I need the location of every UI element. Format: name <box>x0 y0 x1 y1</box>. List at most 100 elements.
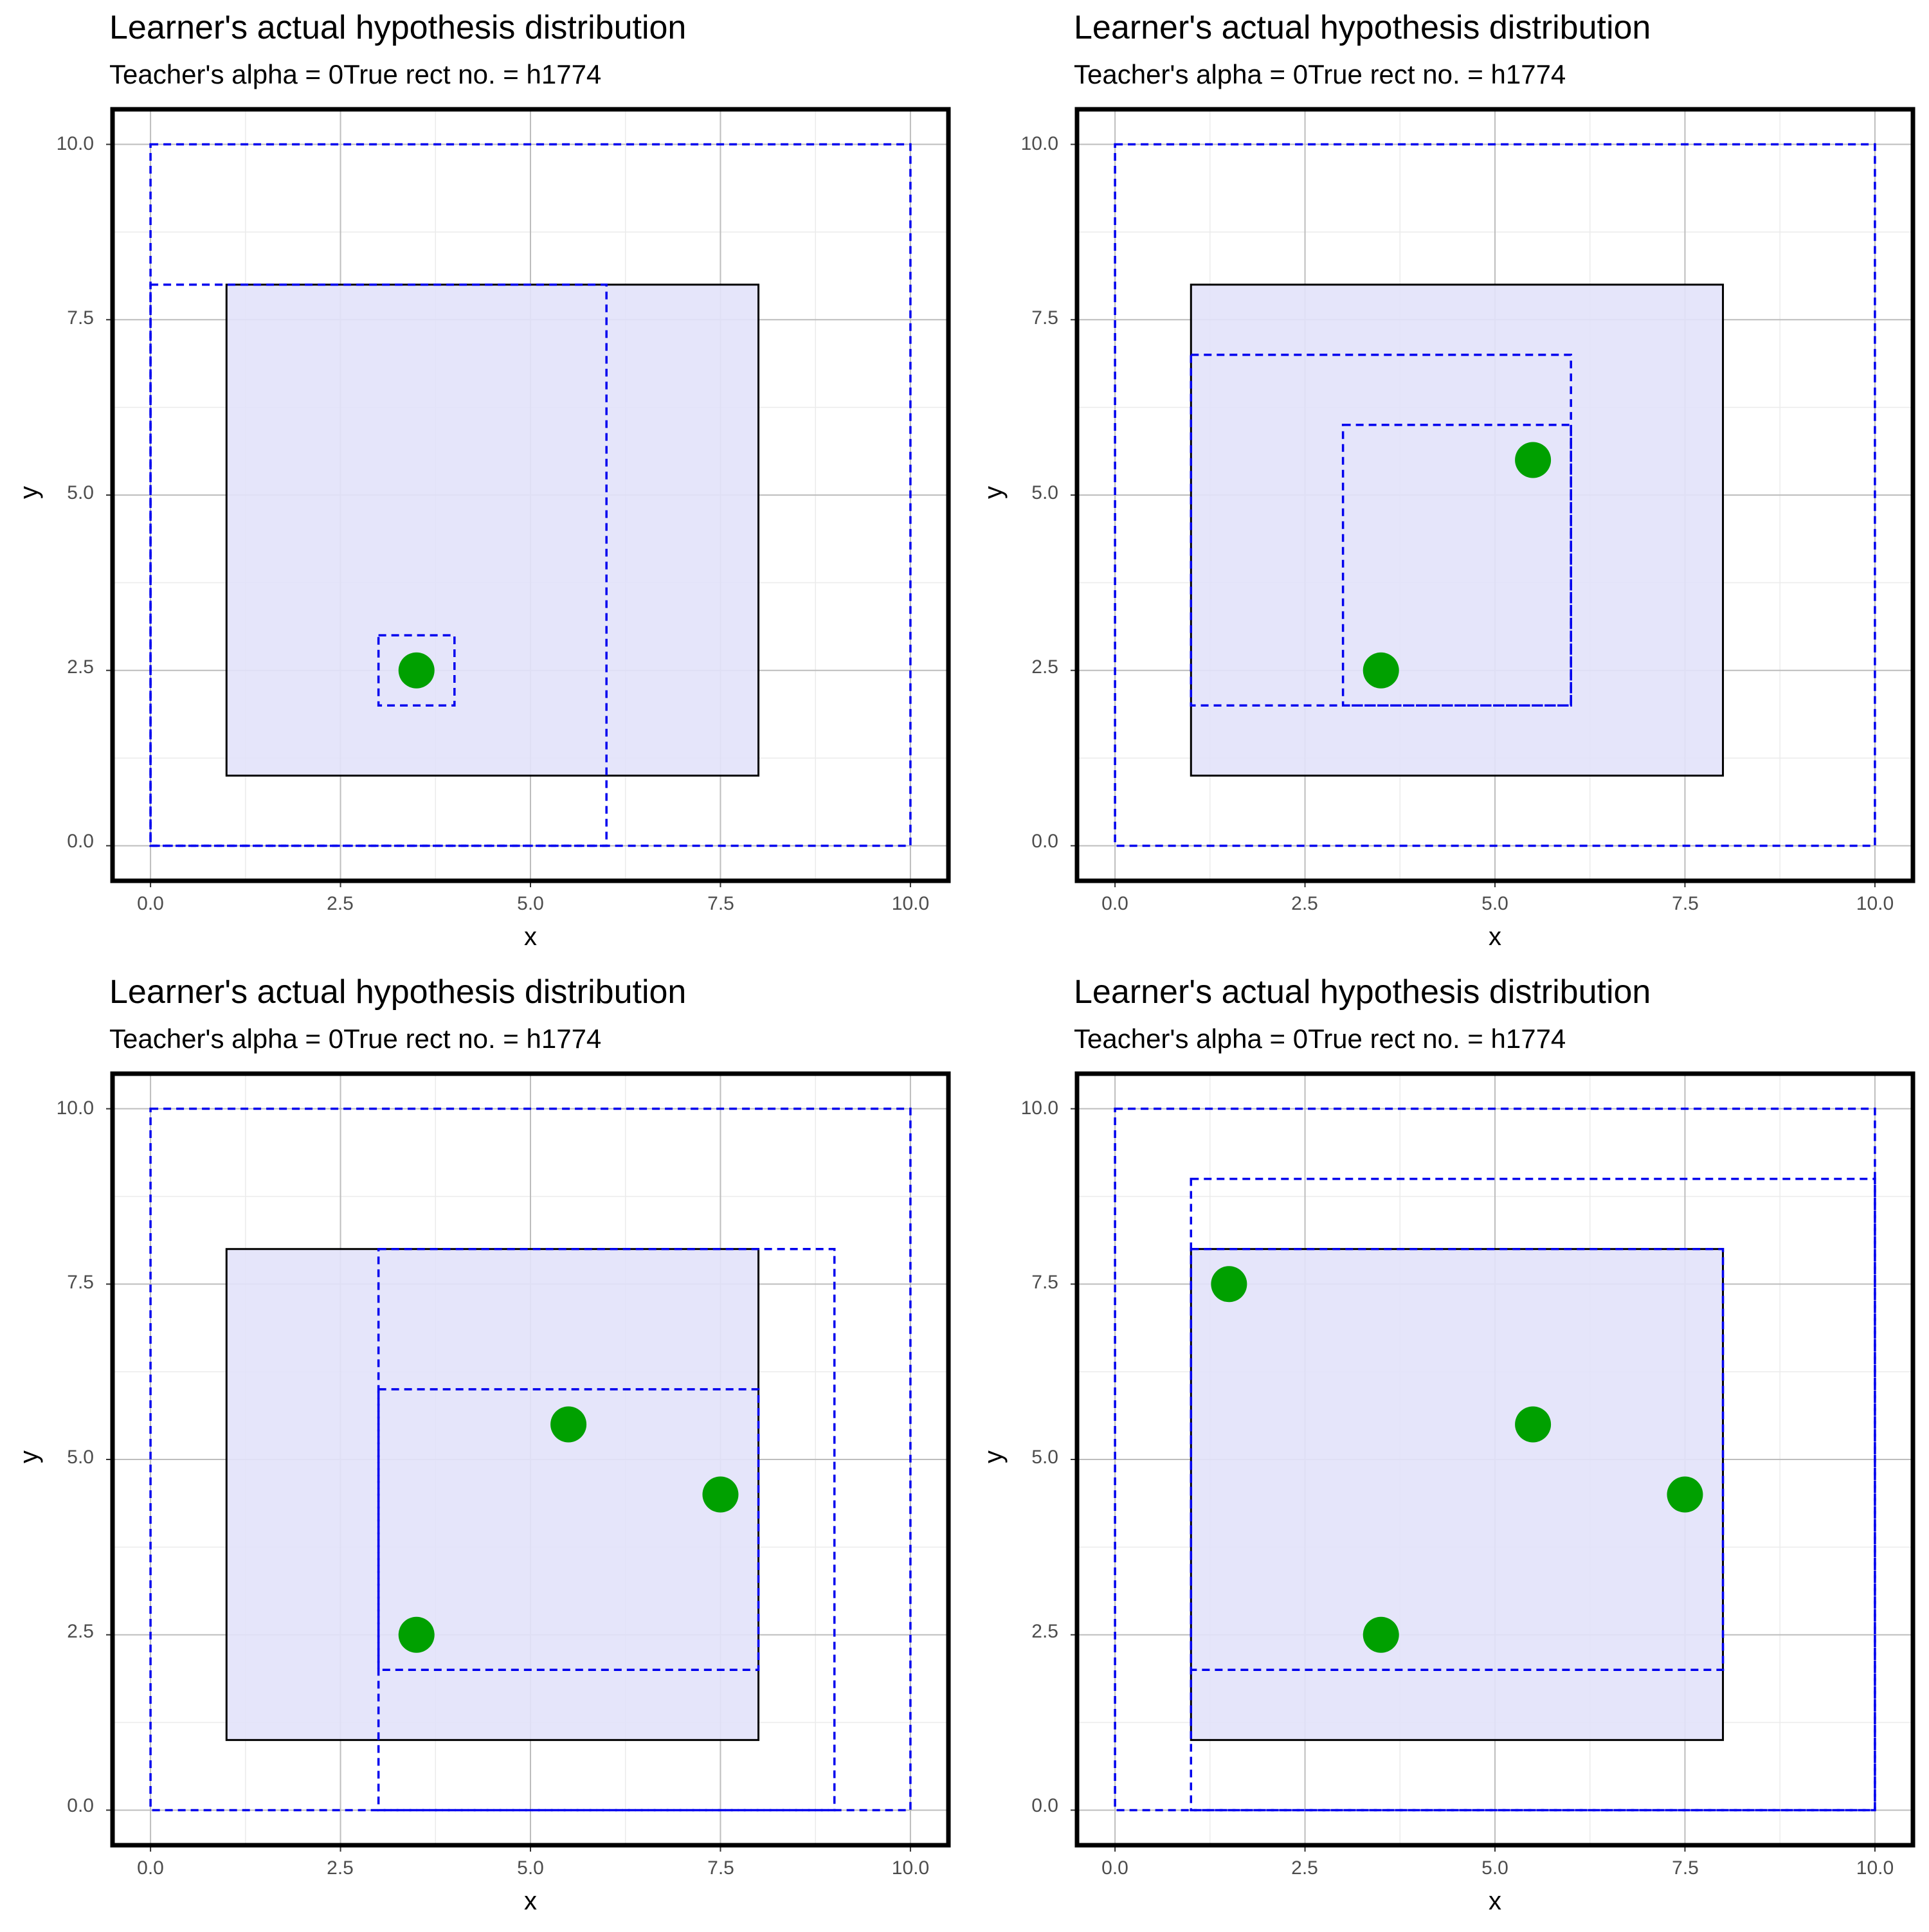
x-tick-label: 2.5 <box>327 893 354 914</box>
panel-border <box>1074 107 1915 883</box>
panel-3: Learner's actual hypothesis distribution… <box>0 964 964 1929</box>
hypothesis-rectangle <box>149 143 912 847</box>
tick-labels: 0.0 2.5 5.0 7.5 10.0 0.0 2.5 5.0 7.5 10.… <box>1021 133 1894 914</box>
hypothesis-rectangle <box>377 634 456 707</box>
data-point <box>1515 442 1552 478</box>
x-tick-label: 10.0 <box>1856 893 1894 914</box>
hypothesis-rectangle <box>149 283 608 847</box>
chart-panel-3-svg: Learner's actual hypothesis distribution… <box>15 973 951 1915</box>
data-point <box>1667 1476 1703 1513</box>
y-tick-label: 7.5 <box>1031 307 1058 329</box>
y-axis-title: y <box>979 1450 1008 1463</box>
hypothesis-rectangle <box>1114 143 1876 847</box>
plot-area <box>1071 1071 1915 1852</box>
x-tick-label: 7.5 <box>1672 893 1699 914</box>
y-tick-label: 7.5 <box>1031 1272 1058 1293</box>
chart-subtitle: Teacher's alpha = 0True rect no. = h1774 <box>1074 1024 1566 1054</box>
tick-labels: 0.0 2.5 5.0 7.5 10.0 0.0 2.5 5.0 7.5 10.… <box>1021 1097 1894 1879</box>
y-tick-label: 2.5 <box>67 656 94 678</box>
y-tick-label: 5.0 <box>67 1447 94 1468</box>
data-point <box>1515 1406 1552 1443</box>
data-point <box>550 1406 587 1443</box>
y-tick-label: 2.5 <box>1031 656 1058 678</box>
x-tick-label: 7.5 <box>1672 1857 1699 1879</box>
true-rectangle <box>225 1248 760 1741</box>
panel-border <box>1074 1071 1915 1848</box>
x-tick-label: 7.5 <box>707 893 734 914</box>
x-tick-label: 0.0 <box>137 893 164 914</box>
chart-title: Learner's actual hypothesis distribution <box>1074 9 1651 46</box>
y-tick-label: 0.0 <box>1031 1795 1058 1816</box>
tick-labels: 0.0 2.5 5.0 7.5 10.0 0.0 2.5 5.0 7.5 10.… <box>57 1097 930 1879</box>
x-tick-label: 5.0 <box>1481 893 1508 914</box>
chart-panel-4-svg: Learner's actual hypothesis distribution… <box>979 973 1915 1915</box>
panel-border <box>110 107 951 883</box>
panel-2: Learner's actual hypothesis distribution… <box>964 0 1929 964</box>
x-axis-title: x <box>524 1887 537 1915</box>
x-tick-label: 5.0 <box>1481 1857 1508 1879</box>
x-axis-title: x <box>1489 923 1501 951</box>
true-rectangle <box>1190 1248 1725 1741</box>
y-tick-label: 2.5 <box>67 1621 94 1642</box>
x-tick-label: 5.0 <box>517 1857 544 1879</box>
y-tick-label: 7.5 <box>67 307 94 329</box>
y-tick-label: 5.0 <box>67 482 94 503</box>
data-point <box>702 1476 739 1513</box>
chart-title: Learner's actual hypothesis distribution <box>109 9 686 46</box>
chart-subtitle: Teacher's alpha = 0True rect no. = h1774 <box>1074 59 1566 89</box>
x-tick-label: 0.0 <box>1101 1857 1128 1879</box>
data-point <box>1363 1616 1399 1653</box>
chart-subtitle: Teacher's alpha = 0True rect no. = h1774 <box>109 59 601 89</box>
y-axis-title: y <box>15 1450 43 1463</box>
chart-panel-2-svg: Learner's actual hypothesis distribution… <box>979 9 1915 951</box>
true-rectangle <box>225 284 760 777</box>
x-tick-label: 10.0 <box>892 1857 929 1879</box>
x-tick-label: 7.5 <box>707 1857 734 1879</box>
hypothesis-rectangle <box>149 1107 912 1812</box>
y-tick-label: 7.5 <box>67 1272 94 1293</box>
x-tick-label: 0.0 <box>1101 893 1128 914</box>
x-tick-label: 10.0 <box>892 893 929 914</box>
chart-title: Learner's actual hypothesis distribution <box>1074 973 1651 1011</box>
x-tick-label: 2.5 <box>327 1857 354 1879</box>
y-tick-label: 5.0 <box>1031 482 1058 503</box>
plot-area <box>1071 107 1915 887</box>
x-axis-title: x <box>1489 1887 1501 1915</box>
chart-title: Learner's actual hypothesis distribution <box>109 973 686 1011</box>
y-tick-label: 0.0 <box>1031 831 1058 852</box>
plot-area <box>106 1071 951 1852</box>
data-point <box>1363 652 1399 689</box>
data-point <box>1211 1266 1247 1303</box>
true-rectangle <box>1190 284 1725 777</box>
axis-ticks <box>1071 143 1876 887</box>
chart-panel-1-svg: Learner's actual hypothesis distribution… <box>15 9 951 951</box>
y-tick-label: 0.0 <box>67 1795 94 1816</box>
x-axis-title: x <box>524 923 537 951</box>
x-tick-label: 2.5 <box>1291 893 1318 914</box>
y-axis-title: y <box>15 486 43 499</box>
panel-4: Learner's actual hypothesis distribution… <box>964 964 1929 1929</box>
panel-1: Learner's actual hypothesis distribution… <box>0 0 964 964</box>
y-tick-label: 5.0 <box>1031 1447 1058 1468</box>
hypothesis-rectangle <box>377 1388 760 1672</box>
x-tick-label: 2.5 <box>1291 1857 1318 1879</box>
data-point <box>398 1616 435 1653</box>
panel-border <box>110 1071 951 1848</box>
x-tick-label: 5.0 <box>517 893 544 914</box>
chart-subtitle: Teacher's alpha = 0True rect no. = h1774 <box>109 1024 601 1054</box>
y-tick-label: 10.0 <box>1021 133 1058 154</box>
x-tick-label: 0.0 <box>137 1857 164 1879</box>
x-tick-label: 10.0 <box>1856 1857 1894 1879</box>
hypothesis-rectangle <box>377 1247 836 1812</box>
hypothesis-rectangle <box>1341 424 1572 707</box>
y-tick-label: 10.0 <box>57 1097 94 1119</box>
y-tick-label: 2.5 <box>1031 1621 1058 1642</box>
y-tick-label: 0.0 <box>67 831 94 852</box>
y-tick-label: 10.0 <box>57 133 94 154</box>
y-tick-label: 10.0 <box>1021 1097 1058 1119</box>
tick-labels: 0.0 2.5 5.0 7.5 10.0 0.0 2.5 5.0 7.5 10.… <box>57 133 930 914</box>
y-axis-title: y <box>979 486 1008 499</box>
data-point <box>398 652 435 689</box>
plot-area <box>106 107 951 887</box>
